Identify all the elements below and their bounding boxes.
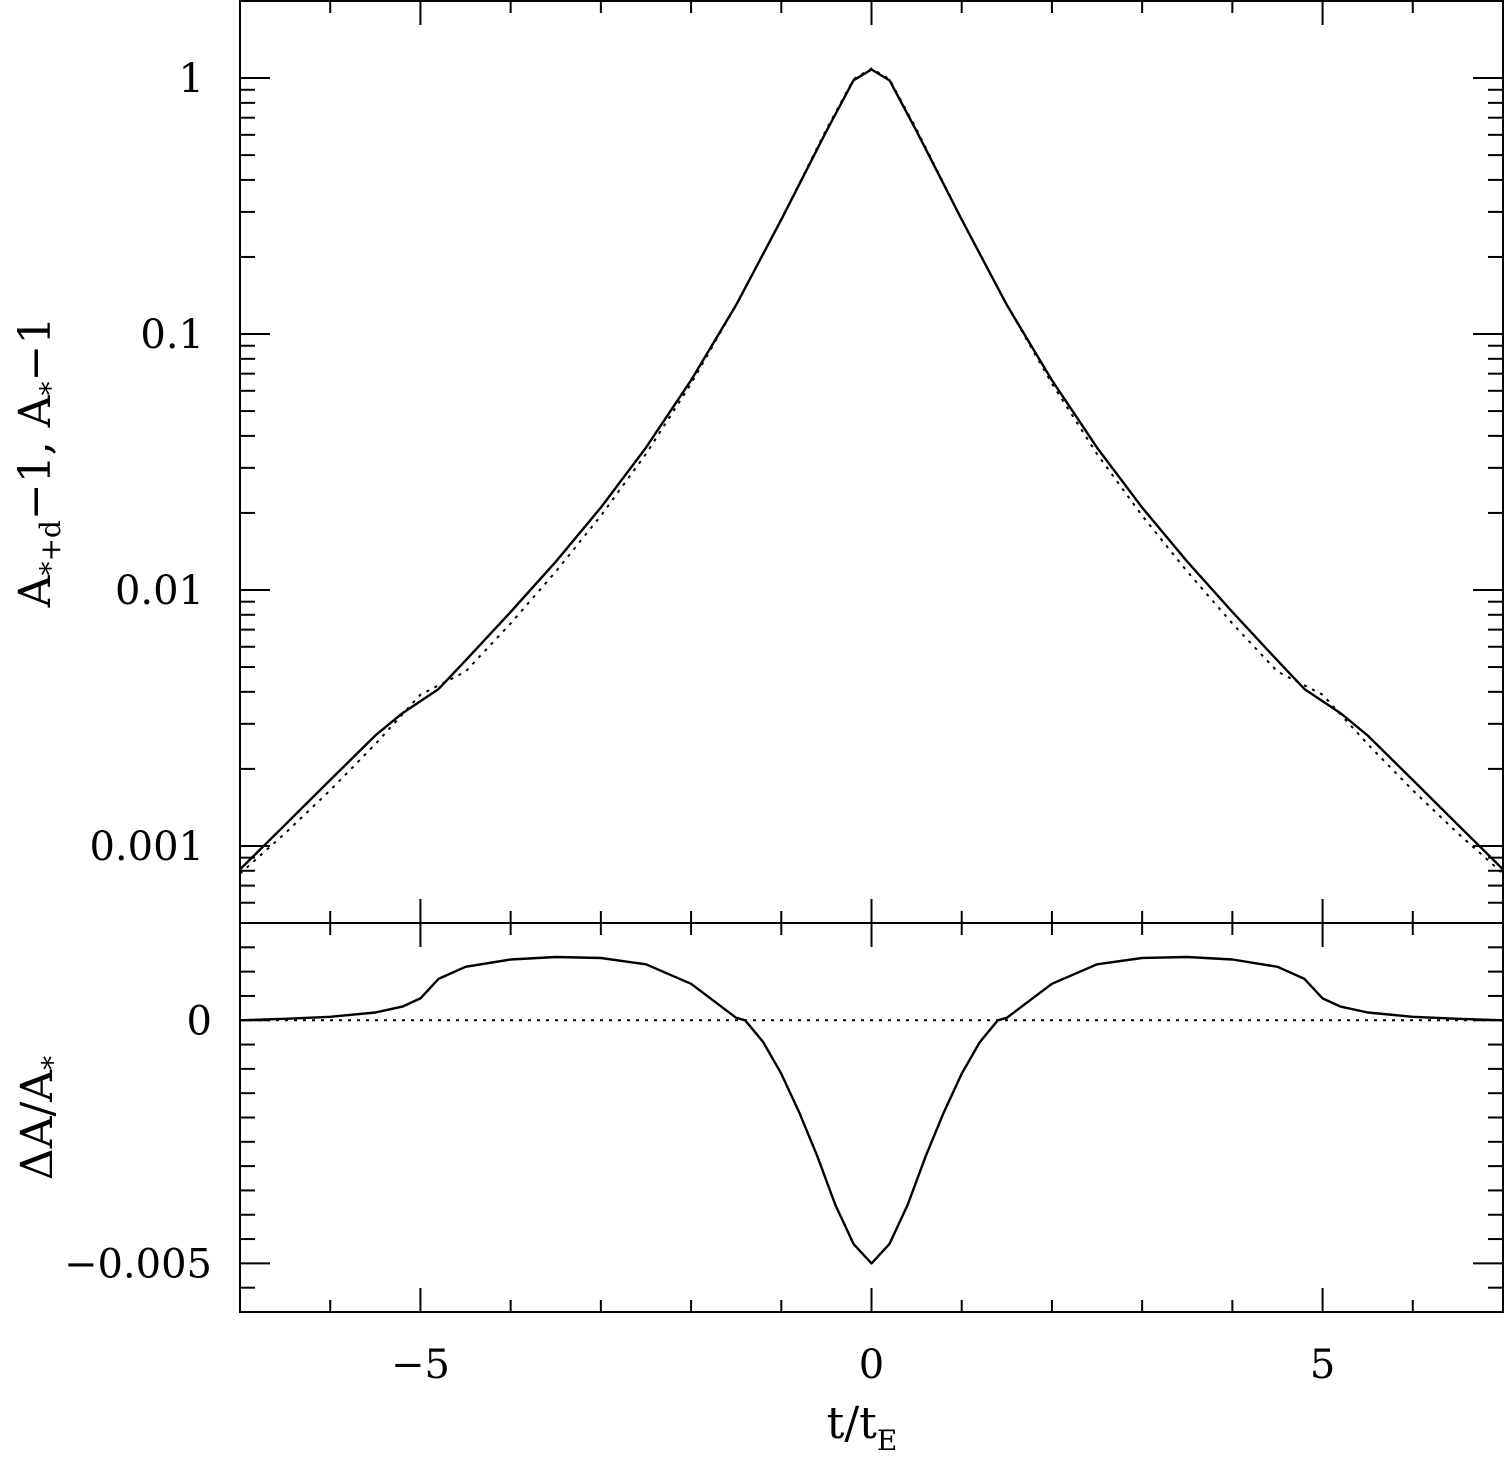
top-ylabel-part-a1: A	[10, 574, 61, 608]
xtick-label: −5	[391, 1342, 450, 1388]
xlabel: t/tE	[827, 1398, 898, 1457]
bottom-panel-frame	[239, 922, 1504, 1313]
bottom-ytick-label: −0.005	[64, 1241, 212, 1287]
xlabel-sub: E	[877, 1424, 897, 1457]
xtick-label: 5	[1310, 1342, 1335, 1388]
top-panel-ticks	[239, 0, 1504, 924]
tick-labels: 1 0.1 0.01 0.001 0 −0.005 −5 0 5	[64, 56, 1335, 1388]
bottom-series-solid-line	[239, 955, 1504, 1265]
bottom-ytick-label: 0	[187, 998, 212, 1044]
top-ytick-label: 0.001	[89, 824, 204, 870]
xtick-label: 0	[859, 1342, 884, 1388]
top-ytick-label: 0.01	[115, 568, 204, 614]
top-series-dotted-line	[239, 67, 1504, 875]
bottom-ylabel: ΔA/A*	[12, 1056, 69, 1180]
top-panel-series	[239, 67, 1504, 875]
top-ytick-label: 1	[179, 56, 204, 102]
top-ytick-label: 0.1	[140, 312, 204, 358]
top-series-solid-line	[239, 68, 1504, 871]
top-ylabel: A*+d−1, A*−1	[10, 317, 67, 609]
top-ylabel-part-mid: −1, A	[10, 394, 61, 520]
xlabel-main: t/t	[827, 1398, 878, 1449]
top-panel-frame	[239, 0, 1504, 924]
bottom-ylabel-main: ΔA/A	[12, 1069, 63, 1180]
top-ylabel-sub-1: *+d	[34, 520, 67, 575]
bottom-ylabel-sub: *	[36, 1056, 69, 1070]
bottom-panel-series	[239, 955, 1504, 1265]
bottom-panel-ticks	[239, 922, 1504, 1313]
top-ylabel-sub-2: *	[34, 382, 67, 396]
top-ylabel-part-end: −1	[10, 317, 61, 382]
